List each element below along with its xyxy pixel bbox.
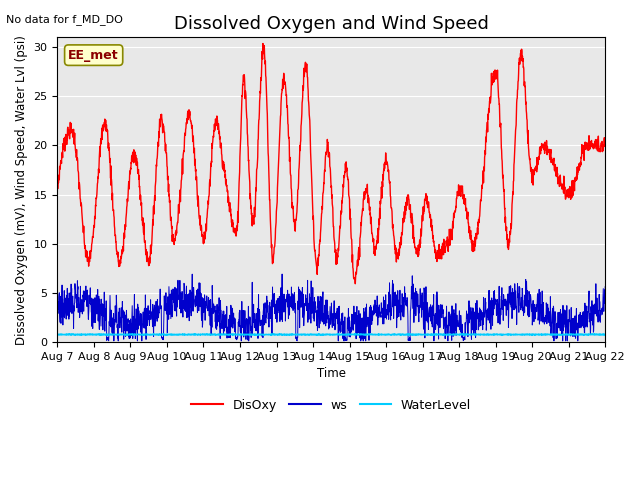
ws — [278, 271, 286, 277]
DisOxy — [485, 103, 493, 108]
ws — [110, 338, 118, 344]
Line: DisOxy: DisOxy — [58, 44, 605, 284]
ws — [306, 304, 314, 310]
WaterLevel — [586, 332, 594, 337]
ws — [321, 310, 328, 316]
Legend: DisOxy, ws, WaterLevel: DisOxy, ws, WaterLevel — [186, 394, 476, 417]
ws — [485, 288, 493, 293]
WaterLevel — [375, 331, 383, 337]
WaterLevel — [586, 332, 593, 337]
Text: EE_met: EE_met — [68, 48, 119, 61]
WaterLevel — [54, 332, 61, 337]
WaterLevel — [124, 332, 131, 338]
WaterLevel — [602, 332, 609, 337]
DisOxy — [586, 146, 593, 152]
WaterLevel — [81, 331, 89, 337]
ws — [602, 284, 609, 289]
ws — [81, 297, 89, 303]
DisOxy — [81, 245, 89, 251]
ws — [586, 314, 593, 320]
Title: Dissolved Oxygen and Wind Speed: Dissolved Oxygen and Wind Speed — [174, 15, 489, 33]
WaterLevel — [485, 332, 493, 337]
ws — [586, 311, 594, 316]
DisOxy — [602, 144, 609, 149]
Y-axis label: Dissolved Oxygen (mV), Wind Speed, Water Lvl (psi): Dissolved Oxygen (mV), Wind Speed, Water… — [15, 35, 28, 345]
DisOxy — [259, 41, 267, 47]
WaterLevel — [306, 332, 314, 338]
DisOxy — [306, 115, 314, 120]
WaterLevel — [320, 332, 328, 337]
Line: ws: ws — [58, 274, 605, 341]
DisOxy — [351, 281, 359, 287]
Line: WaterLevel: WaterLevel — [58, 334, 605, 335]
ws — [54, 305, 61, 311]
DisOxy — [54, 180, 61, 186]
DisOxy — [586, 141, 594, 146]
DisOxy — [320, 180, 328, 186]
X-axis label: Time: Time — [317, 367, 346, 380]
Text: No data for f_MD_DO: No data for f_MD_DO — [6, 14, 124, 25]
